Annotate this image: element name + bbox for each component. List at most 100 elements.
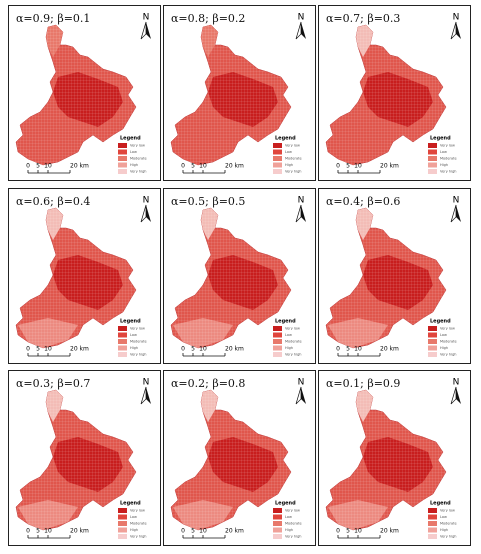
legend-label: Very high xyxy=(130,170,147,174)
map xyxy=(325,207,447,349)
legend-swatch xyxy=(118,169,127,174)
scale-label: 20 km xyxy=(225,528,244,535)
legend-label: High xyxy=(440,163,448,167)
scale-label: 0 xyxy=(26,346,30,353)
panel-title: α=0.7; β=0.3 xyxy=(326,12,400,25)
legend-swatch xyxy=(118,149,127,155)
map-panel: α=0.1; β=0.9 N Legend Very low Low Moderate Hi… xyxy=(318,370,471,546)
legend-swatch xyxy=(428,332,437,338)
legend-label: High xyxy=(130,346,138,350)
legend-label: Very low xyxy=(130,509,145,513)
legend-swatch xyxy=(118,345,127,351)
legend-swatch xyxy=(118,514,127,520)
legend-label: High xyxy=(285,346,293,350)
legend-title: Legend xyxy=(275,501,296,507)
legend-label: Very low xyxy=(285,327,300,331)
panel-title: α=0.3; β=0.7 xyxy=(16,377,90,390)
legend-swatch xyxy=(118,521,127,526)
legend-swatch xyxy=(428,339,437,344)
map-panel: α=0.8; β=0.2 N Legend Very low Low Moderate Hi… xyxy=(163,5,316,181)
legend-label: Very high xyxy=(285,535,302,539)
scale-label: 10 xyxy=(354,528,362,535)
legend-label: High xyxy=(440,346,448,350)
scale-label: 20 km xyxy=(225,163,244,170)
north-arrow xyxy=(301,22,306,39)
scale-label: 5 xyxy=(36,163,40,170)
legend-label: Moderate xyxy=(130,157,147,161)
legend-label: Moderate xyxy=(285,522,302,526)
legend-label: Moderate xyxy=(440,340,457,344)
legend-swatch xyxy=(428,527,437,533)
legend-label: Very low xyxy=(130,144,145,148)
legend-label: Very low xyxy=(440,327,455,331)
north-label: N xyxy=(453,196,460,206)
scale-label: 5 xyxy=(346,346,350,353)
legend-label: Low xyxy=(440,333,447,337)
grid-texture xyxy=(171,390,291,530)
north-arrow xyxy=(456,205,461,222)
scale-label: 0 xyxy=(181,528,185,535)
map-panel: α=0.2; β=0.8 N Legend Very low Low Moderate Hi… xyxy=(163,370,316,546)
legend-swatch xyxy=(273,345,282,351)
legend-swatch xyxy=(273,169,282,174)
legend-swatch xyxy=(273,514,282,520)
grid-texture xyxy=(16,208,136,348)
legend-swatch xyxy=(273,508,282,513)
scale-label: 5 xyxy=(191,346,195,353)
legend-label: High xyxy=(285,163,293,167)
legend-swatch xyxy=(118,508,127,513)
north-arrow xyxy=(301,205,306,222)
legend-title: Legend xyxy=(120,136,141,142)
scale-label: 10 xyxy=(199,163,207,170)
legend-swatch xyxy=(273,149,282,155)
scale-label: 5 xyxy=(36,346,40,353)
map xyxy=(170,207,292,349)
panel-title: α=0.6; β=0.4 xyxy=(16,195,90,208)
legend-swatch xyxy=(118,352,127,357)
scale-label: 0 xyxy=(181,346,185,353)
scale-label: 0 xyxy=(181,163,185,170)
grid-texture xyxy=(16,25,136,165)
map xyxy=(170,389,292,531)
north-label: N xyxy=(143,13,150,23)
legend-label: Moderate xyxy=(440,157,457,161)
legend-label: Very low xyxy=(285,144,300,148)
legend-title: Legend xyxy=(430,136,451,142)
grid-texture xyxy=(326,25,446,165)
scale-label: 5 xyxy=(191,528,195,535)
map xyxy=(15,24,137,166)
legend-label: Moderate xyxy=(130,522,147,526)
legend-label: Very high xyxy=(285,353,302,357)
scale-label: 20 km xyxy=(380,346,399,353)
legend-label: Very high xyxy=(440,353,457,357)
legend-swatch xyxy=(118,332,127,338)
legend-label: Low xyxy=(285,515,292,519)
legend-label: Very low xyxy=(440,144,455,148)
scale-label: 20 km xyxy=(380,163,399,170)
legend-swatch xyxy=(273,326,282,331)
legend-swatch xyxy=(428,534,437,539)
scale-label: 5 xyxy=(346,528,350,535)
north-label: N xyxy=(298,378,305,388)
map xyxy=(170,24,292,166)
legend-swatch xyxy=(273,156,282,161)
scale-label: 10 xyxy=(199,528,207,535)
legend-swatch xyxy=(428,156,437,161)
legend-label: Very low xyxy=(130,327,145,331)
grid-texture xyxy=(16,390,136,530)
map-panel: α=0.5; β=0.5 N Legend Very low Low Moderate Hi… xyxy=(163,188,316,364)
scale-label: 10 xyxy=(44,163,52,170)
legend-swatch xyxy=(428,326,437,331)
legend-swatch xyxy=(428,149,437,155)
legend-label: Moderate xyxy=(285,157,302,161)
panel-title: α=0.1; β=0.9 xyxy=(326,377,400,390)
legend-label: Very high xyxy=(130,535,147,539)
north-label: N xyxy=(453,13,460,23)
panel-title: α=0.5; β=0.5 xyxy=(171,195,245,208)
north-arrow xyxy=(146,205,151,222)
legend-swatch xyxy=(273,332,282,338)
legend-swatch xyxy=(428,352,437,357)
scale-label: 10 xyxy=(199,346,207,353)
panel-title: α=0.8; β=0.2 xyxy=(171,12,245,25)
grid-texture xyxy=(326,208,446,348)
